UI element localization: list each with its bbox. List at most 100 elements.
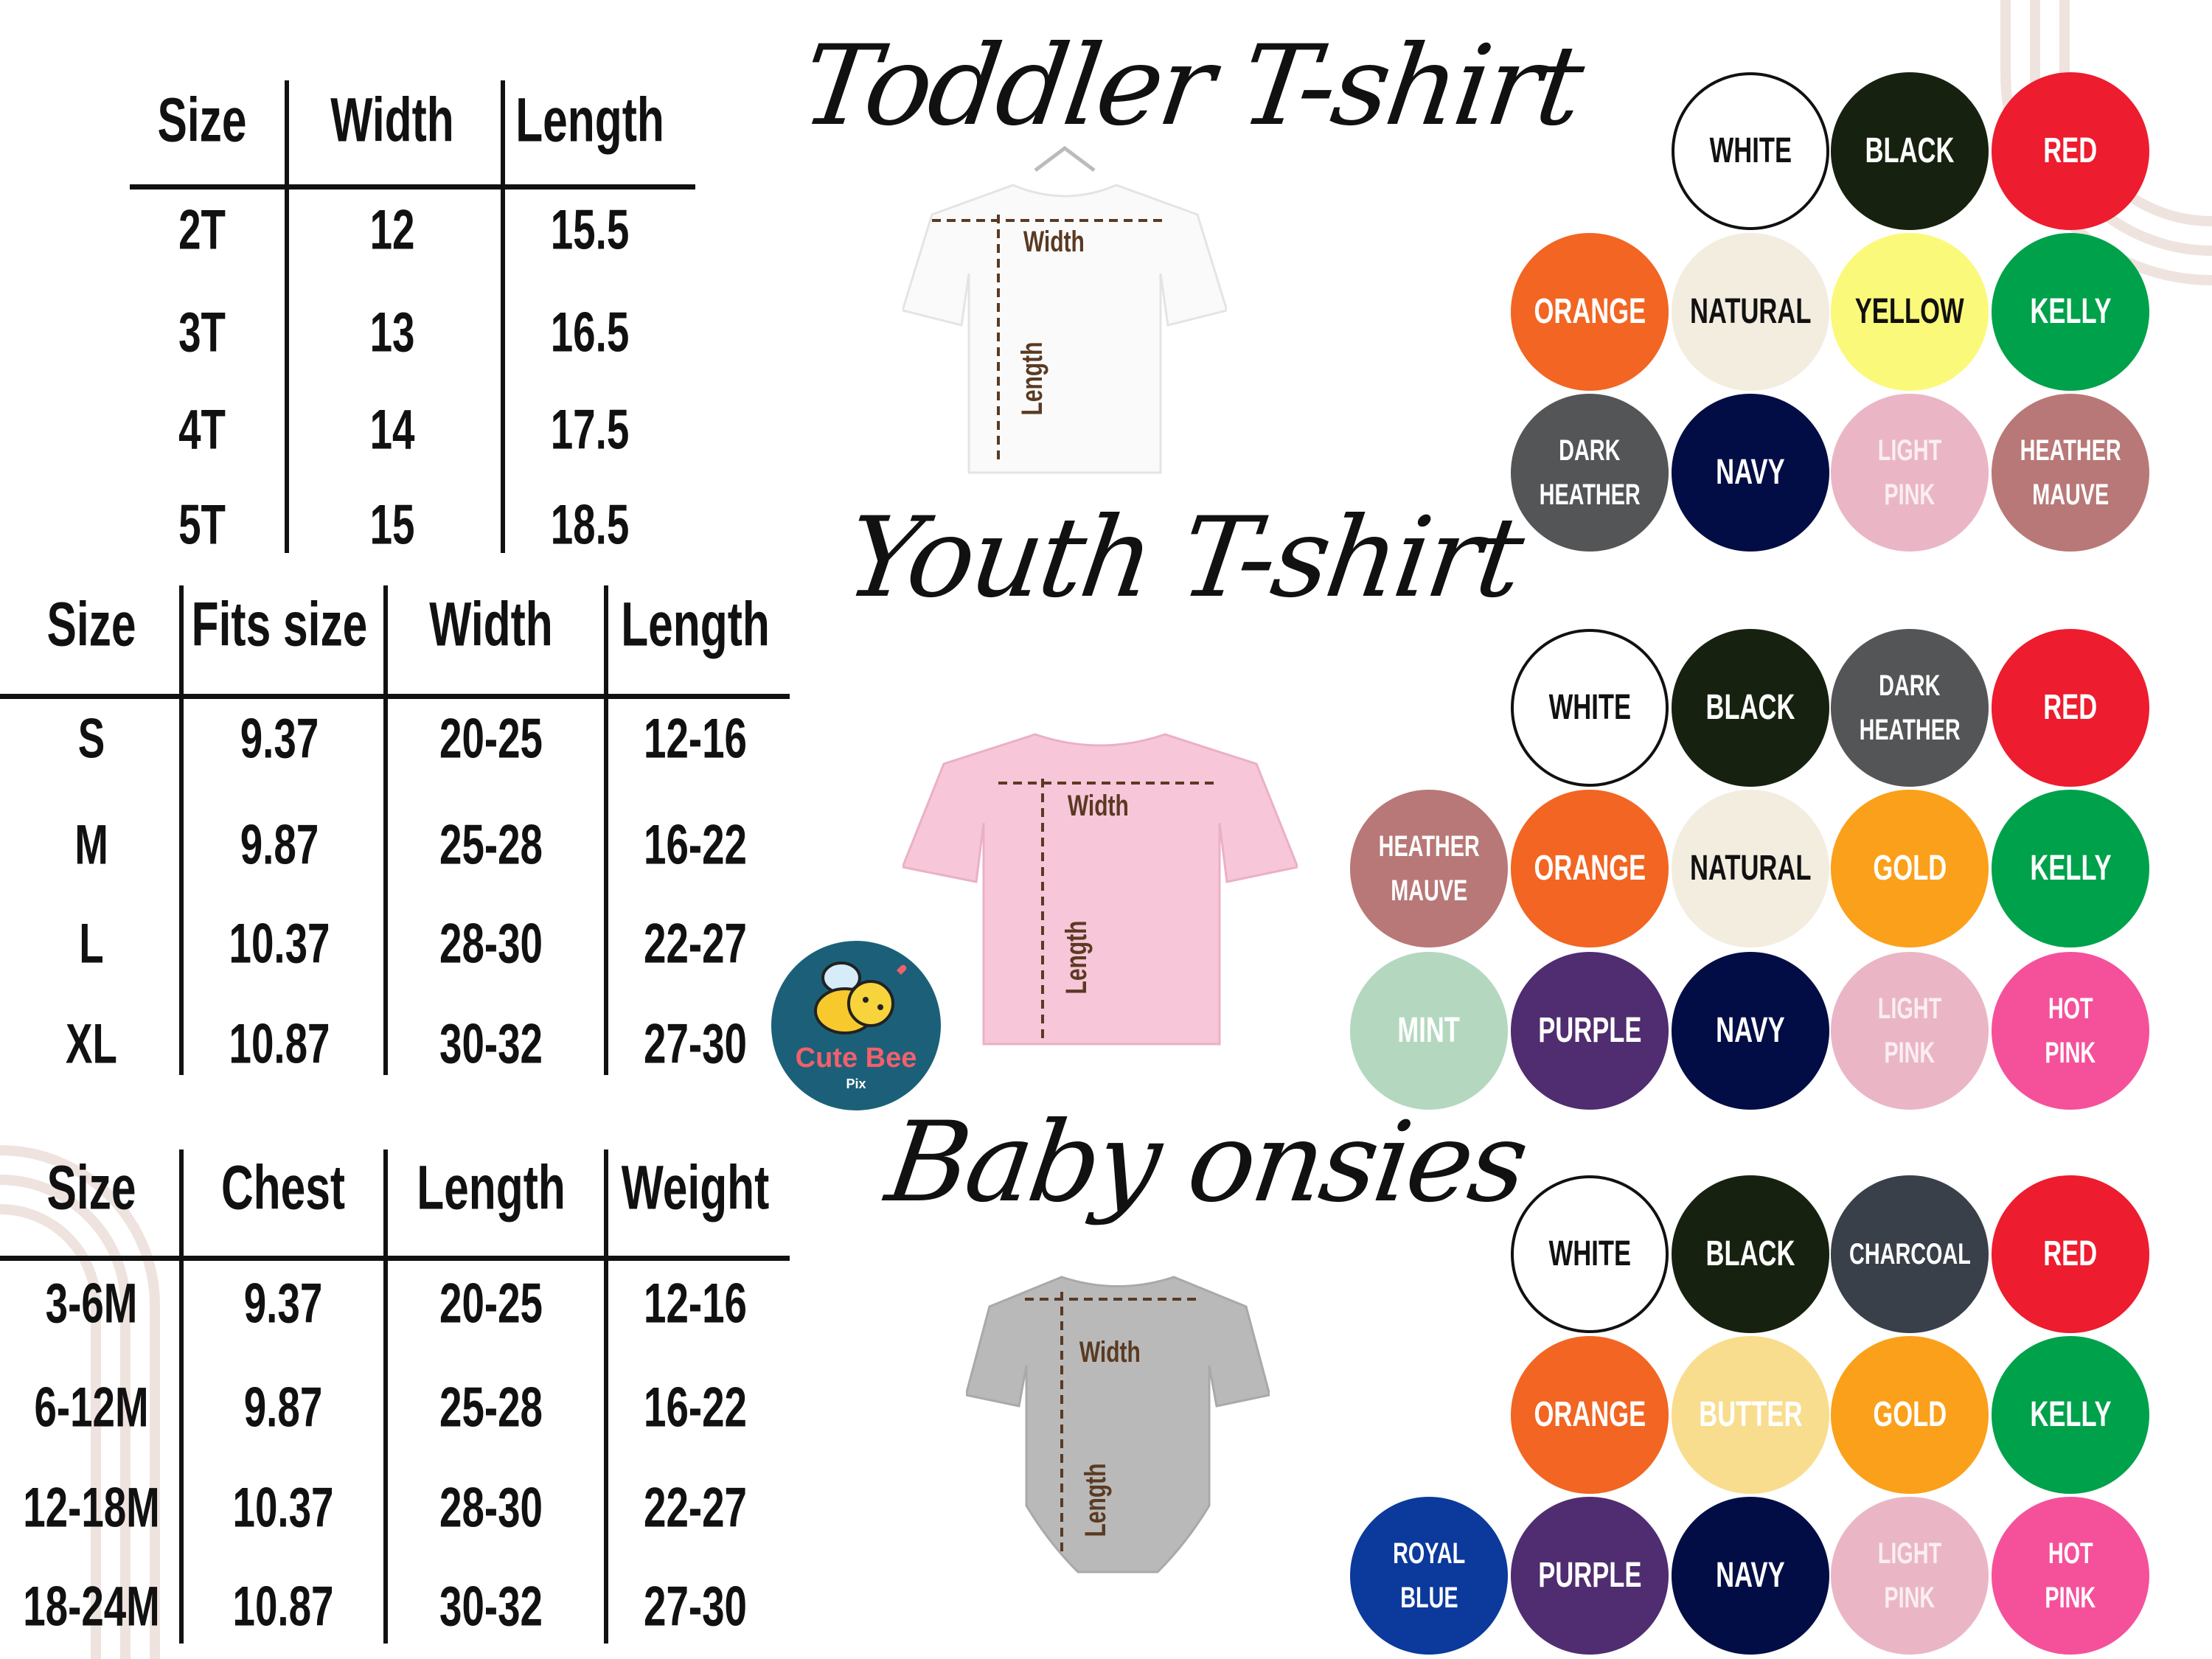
width-label: Width: [1023, 226, 1085, 258]
toddler-column-divider: [285, 80, 289, 553]
baby-column-divider: [383, 1150, 388, 1644]
baby-table-cell: 3-6M: [45, 1272, 138, 1335]
color-swatch-label: HOT: [2048, 992, 2093, 1025]
toddler-table-cell: 12: [369, 198, 415, 262]
color-swatch-label: HEATHER: [1378, 830, 1480, 863]
youth-table-cell: 28-30: [439, 912, 543, 975]
tshirt-icon: [901, 145, 1228, 474]
color-swatch-label: HEATHER: [1859, 714, 1961, 746]
youth-table-cell: 30-32: [439, 1012, 543, 1076]
color-swatch-label: BLACK: [1865, 131, 1955, 170]
color-swatch-kelly: KELLY: [1992, 1336, 2149, 1494]
baby-header-size: Size: [46, 1152, 136, 1222]
color-swatch-navy: NAVY: [1672, 394, 1829, 552]
toddler-header-divider: [130, 184, 695, 189]
color-swatch-label: ORANGE: [1534, 292, 1646, 331]
color-swatch-label: NAVY: [1716, 1011, 1785, 1050]
baby-table-cell: 25-28: [439, 1376, 543, 1439]
color-swatch-red: RED: [1992, 629, 2149, 787]
youth-header-size: Size: [46, 589, 136, 659]
color-swatch-light-pink: LIGHT PINK: [1831, 394, 1989, 552]
color-swatch-label: KELLY: [2029, 849, 2112, 888]
color-swatch-dark-heather: DARK HEATHER: [1511, 394, 1669, 552]
color-swatch-heather-mauve: HEATHER MAUVE: [1350, 790, 1508, 947]
baby-table-cell: 22-27: [644, 1476, 747, 1540]
color-swatch-white: WHITE: [1511, 629, 1669, 787]
color-swatch-black: BLACK: [1672, 1175, 1829, 1333]
bee-icon: [814, 961, 907, 1034]
color-swatch-label: MAUVE: [2031, 479, 2109, 511]
toddler-table-cell: 15: [369, 493, 415, 557]
color-swatch-black: BLACK: [1831, 72, 1989, 230]
baby-table-cell: 12-18M: [23, 1476, 160, 1540]
color-swatch-label: LIGHT: [1877, 992, 1942, 1025]
color-swatch-butter: BUTTER: [1672, 1336, 1829, 1494]
color-swatch-label: DARK: [1559, 434, 1621, 467]
color-swatch-charcoal: CHARCOAL: [1831, 1175, 1989, 1333]
color-swatch-label: WHITE: [1709, 131, 1792, 170]
baby-column-divider: [179, 1150, 184, 1644]
toddler-shirt-image: Width Length: [901, 141, 1228, 480]
color-swatch-label: NATURAL: [1689, 849, 1812, 888]
color-swatch-hot-pink: HOT PINK: [1992, 1497, 2149, 1655]
color-swatch-light-pink: LIGHT PINK: [1831, 1497, 1989, 1655]
baby-onesie-image: Width Length: [964, 1262, 1271, 1594]
color-swatch-label: RED: [2043, 131, 2098, 170]
baby-table-cell: 20-25: [439, 1272, 543, 1335]
color-swatch-label: PINK: [1884, 1582, 1935, 1614]
color-swatch-label: RED: [2043, 688, 2098, 727]
length-label: Length: [1060, 920, 1093, 995]
baby-table-cell: 28-30: [439, 1476, 543, 1540]
color-swatch-navy: NAVY: [1672, 1497, 1829, 1655]
color-swatch-natural: NATURAL: [1672, 790, 1829, 947]
color-swatch-label: HEATHER: [2020, 434, 2121, 467]
color-swatch-label: PINK: [2045, 1582, 2096, 1614]
color-swatch-kelly: KELLY: [1992, 790, 2149, 947]
color-swatch-mint: MINT: [1350, 952, 1508, 1110]
youth-table-cell: 10.87: [229, 1012, 330, 1076]
width-label: Width: [1067, 790, 1129, 822]
youth-column-divider: [604, 585, 608, 1075]
color-swatch-natural: NATURAL: [1672, 233, 1829, 391]
color-swatch-label: KELLY: [2029, 1395, 2112, 1434]
color-swatch-label: BLACK: [1705, 1234, 1795, 1273]
toddler-title: Toddler T-shirt: [794, 22, 1589, 150]
onesie-icon: [964, 1276, 1271, 1573]
color-swatch-label: LIGHT: [1877, 434, 1942, 467]
baby-table-cell: 12-16: [644, 1272, 747, 1335]
color-swatch-label: WHITE: [1548, 688, 1631, 727]
toddler-table-cell: 14: [369, 398, 415, 462]
youth-table-cell: S: [77, 707, 105, 771]
toddler-header-length: Length: [515, 85, 664, 155]
color-swatch-white: WHITE: [1672, 72, 1829, 230]
baby-table-cell: 9.37: [243, 1272, 323, 1335]
baby-header-length: Length: [417, 1152, 566, 1222]
youth-table-cell: 27-30: [644, 1012, 747, 1076]
toddler-table-cell: 2T: [178, 198, 226, 262]
youth-table-cell: 9.37: [240, 707, 319, 771]
baby-table-cell: 30-32: [439, 1575, 543, 1638]
color-swatch-label: ORANGE: [1534, 849, 1646, 888]
color-swatch-orange: ORANGE: [1511, 233, 1669, 391]
baby-table-cell: 18-24M: [23, 1575, 160, 1638]
color-swatch-purple: PURPLE: [1511, 952, 1669, 1110]
color-swatch-label: PURPLE: [1537, 1556, 1642, 1595]
baby-header-weight: Weight: [621, 1152, 770, 1222]
color-swatch-orange: ORANGE: [1511, 1336, 1669, 1494]
youth-table-cell: 22-27: [644, 912, 747, 975]
color-swatch-label: LIGHT: [1877, 1537, 1942, 1570]
toddler-table-cell: 15.5: [550, 198, 630, 262]
youth-table-cell: L: [79, 912, 104, 975]
color-swatch-navy: NAVY: [1672, 952, 1829, 1110]
color-swatch-orange: ORANGE: [1511, 790, 1669, 947]
toddler-header-width: Width: [330, 85, 454, 155]
color-swatch-label: RED: [2043, 1234, 2098, 1273]
toddler-table-cell: 18.5: [550, 493, 630, 557]
toddler-table-cell: 3T: [178, 301, 226, 364]
color-swatch-label: PINK: [1884, 1037, 1935, 1069]
baby-title: Baby onsies: [879, 1099, 1533, 1227]
youth-shirt-image: Width Length: [900, 720, 1300, 1051]
toddler-column-divider: [501, 80, 505, 553]
youth-table-cell: XL: [66, 1012, 117, 1076]
youth-table-cell: 10.37: [229, 912, 330, 975]
